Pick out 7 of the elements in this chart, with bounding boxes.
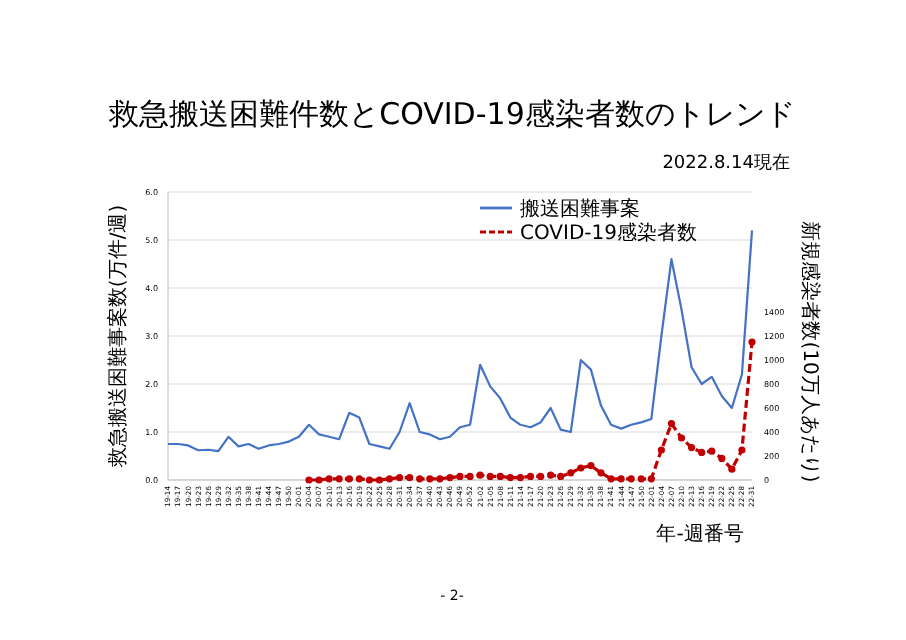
x-axis-title: 年-週番号 (656, 522, 744, 546)
legend-label: 搬送困難事案 (520, 197, 640, 221)
chart-subtitle: 2022.8.14現在 (662, 152, 790, 174)
y-axis-title: 救急搬送困難事案数(万件/週) (106, 204, 130, 470)
chart-title: 救急搬送困難件数とCOVID-19感染者数のトレンド (107, 96, 795, 132)
y2-axis-title: 新規感染者数(10万人あたり) (798, 221, 822, 483)
legend-label: COVID-19感染者数 (520, 221, 698, 245)
